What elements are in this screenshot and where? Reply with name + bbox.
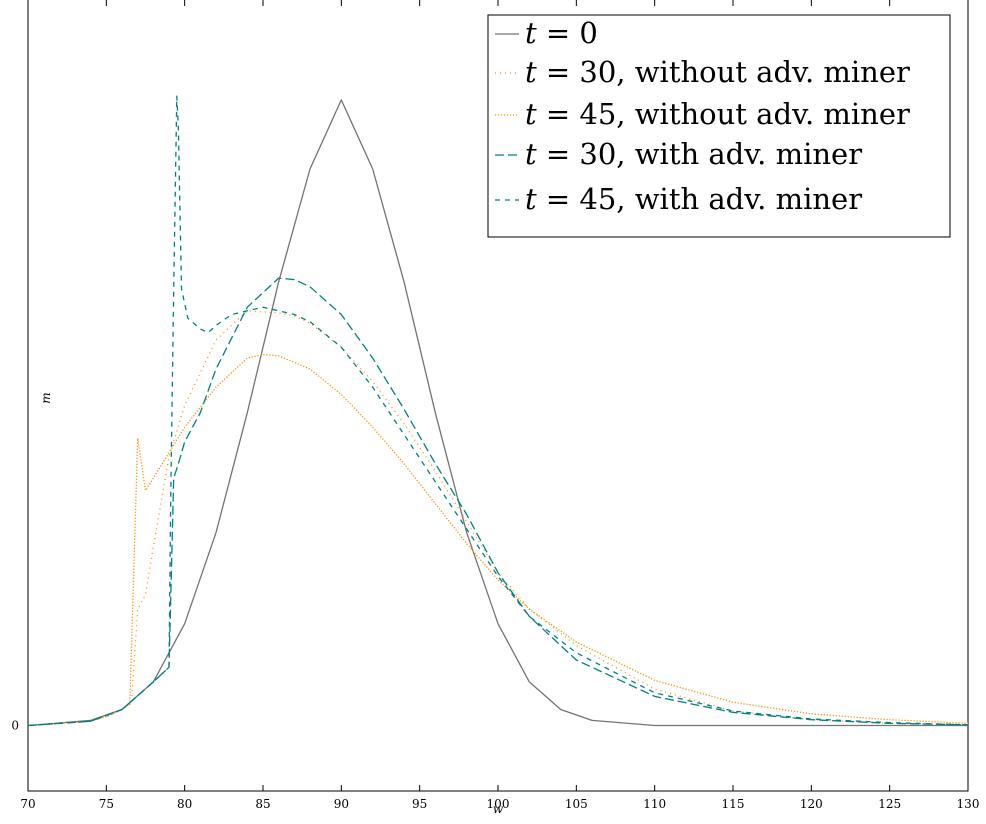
- legend-label-3: t = 45, without adv. miner: [525, 97, 910, 131]
- x-tick-label: 105: [565, 797, 588, 811]
- x-tick-label: 80: [177, 797, 192, 811]
- series-line-5: [27, 95, 969, 727]
- x-tick-label: 115: [722, 797, 745, 811]
- x-tick-label: 125: [878, 797, 901, 811]
- legend-var: t: [525, 97, 537, 131]
- x-tick-label: 100: [487, 797, 510, 811]
- legend-var: t: [525, 16, 537, 50]
- legend-text: = 45, without adv. miner: [537, 97, 910, 131]
- series-layer: [27, 95, 969, 727]
- y-axis-label: m: [39, 392, 53, 403]
- legend-var: t: [525, 137, 537, 171]
- legend-var: t: [525, 55, 537, 89]
- series-line-1: [27, 99, 968, 727]
- x-axis-ticks: 70 75 80 85 90 95 100 105 110 115 120 125 130: [20, 0, 979, 811]
- x-tick-label: 75: [99, 797, 114, 811]
- x-tick-label: 90: [334, 797, 349, 811]
- x-tick-label: 95: [412, 797, 427, 811]
- x-tick-label: 120: [800, 797, 823, 811]
- legend-text: = 0: [537, 16, 598, 50]
- legend-text: = 45, with adv. miner: [537, 182, 863, 216]
- legend-label-5: t = 45, with adv. miner: [525, 182, 862, 216]
- x-tick-label: 70: [20, 797, 35, 811]
- legend-label-2: t = 30, without adv. miner: [525, 55, 910, 89]
- series-line-3: [27, 353, 969, 727]
- legend-text: = 30, with adv. miner: [537, 137, 863, 171]
- series-line-4: [27, 277, 969, 727]
- legend-label-1: t = 0: [525, 16, 598, 50]
- x-axis-label: w: [493, 802, 504, 816]
- x-tick-label: 130: [957, 797, 980, 811]
- legend-label-4: t = 30, with adv. miner: [525, 137, 862, 171]
- legend-text: = 30, without adv. miner: [537, 55, 910, 89]
- y-tick-label: 0: [11, 719, 19, 733]
- legend-var: t: [525, 182, 537, 216]
- x-tick-label: 110: [643, 797, 666, 811]
- legend-box: [487, 14, 951, 238]
- x-tick-label: 85: [255, 797, 270, 811]
